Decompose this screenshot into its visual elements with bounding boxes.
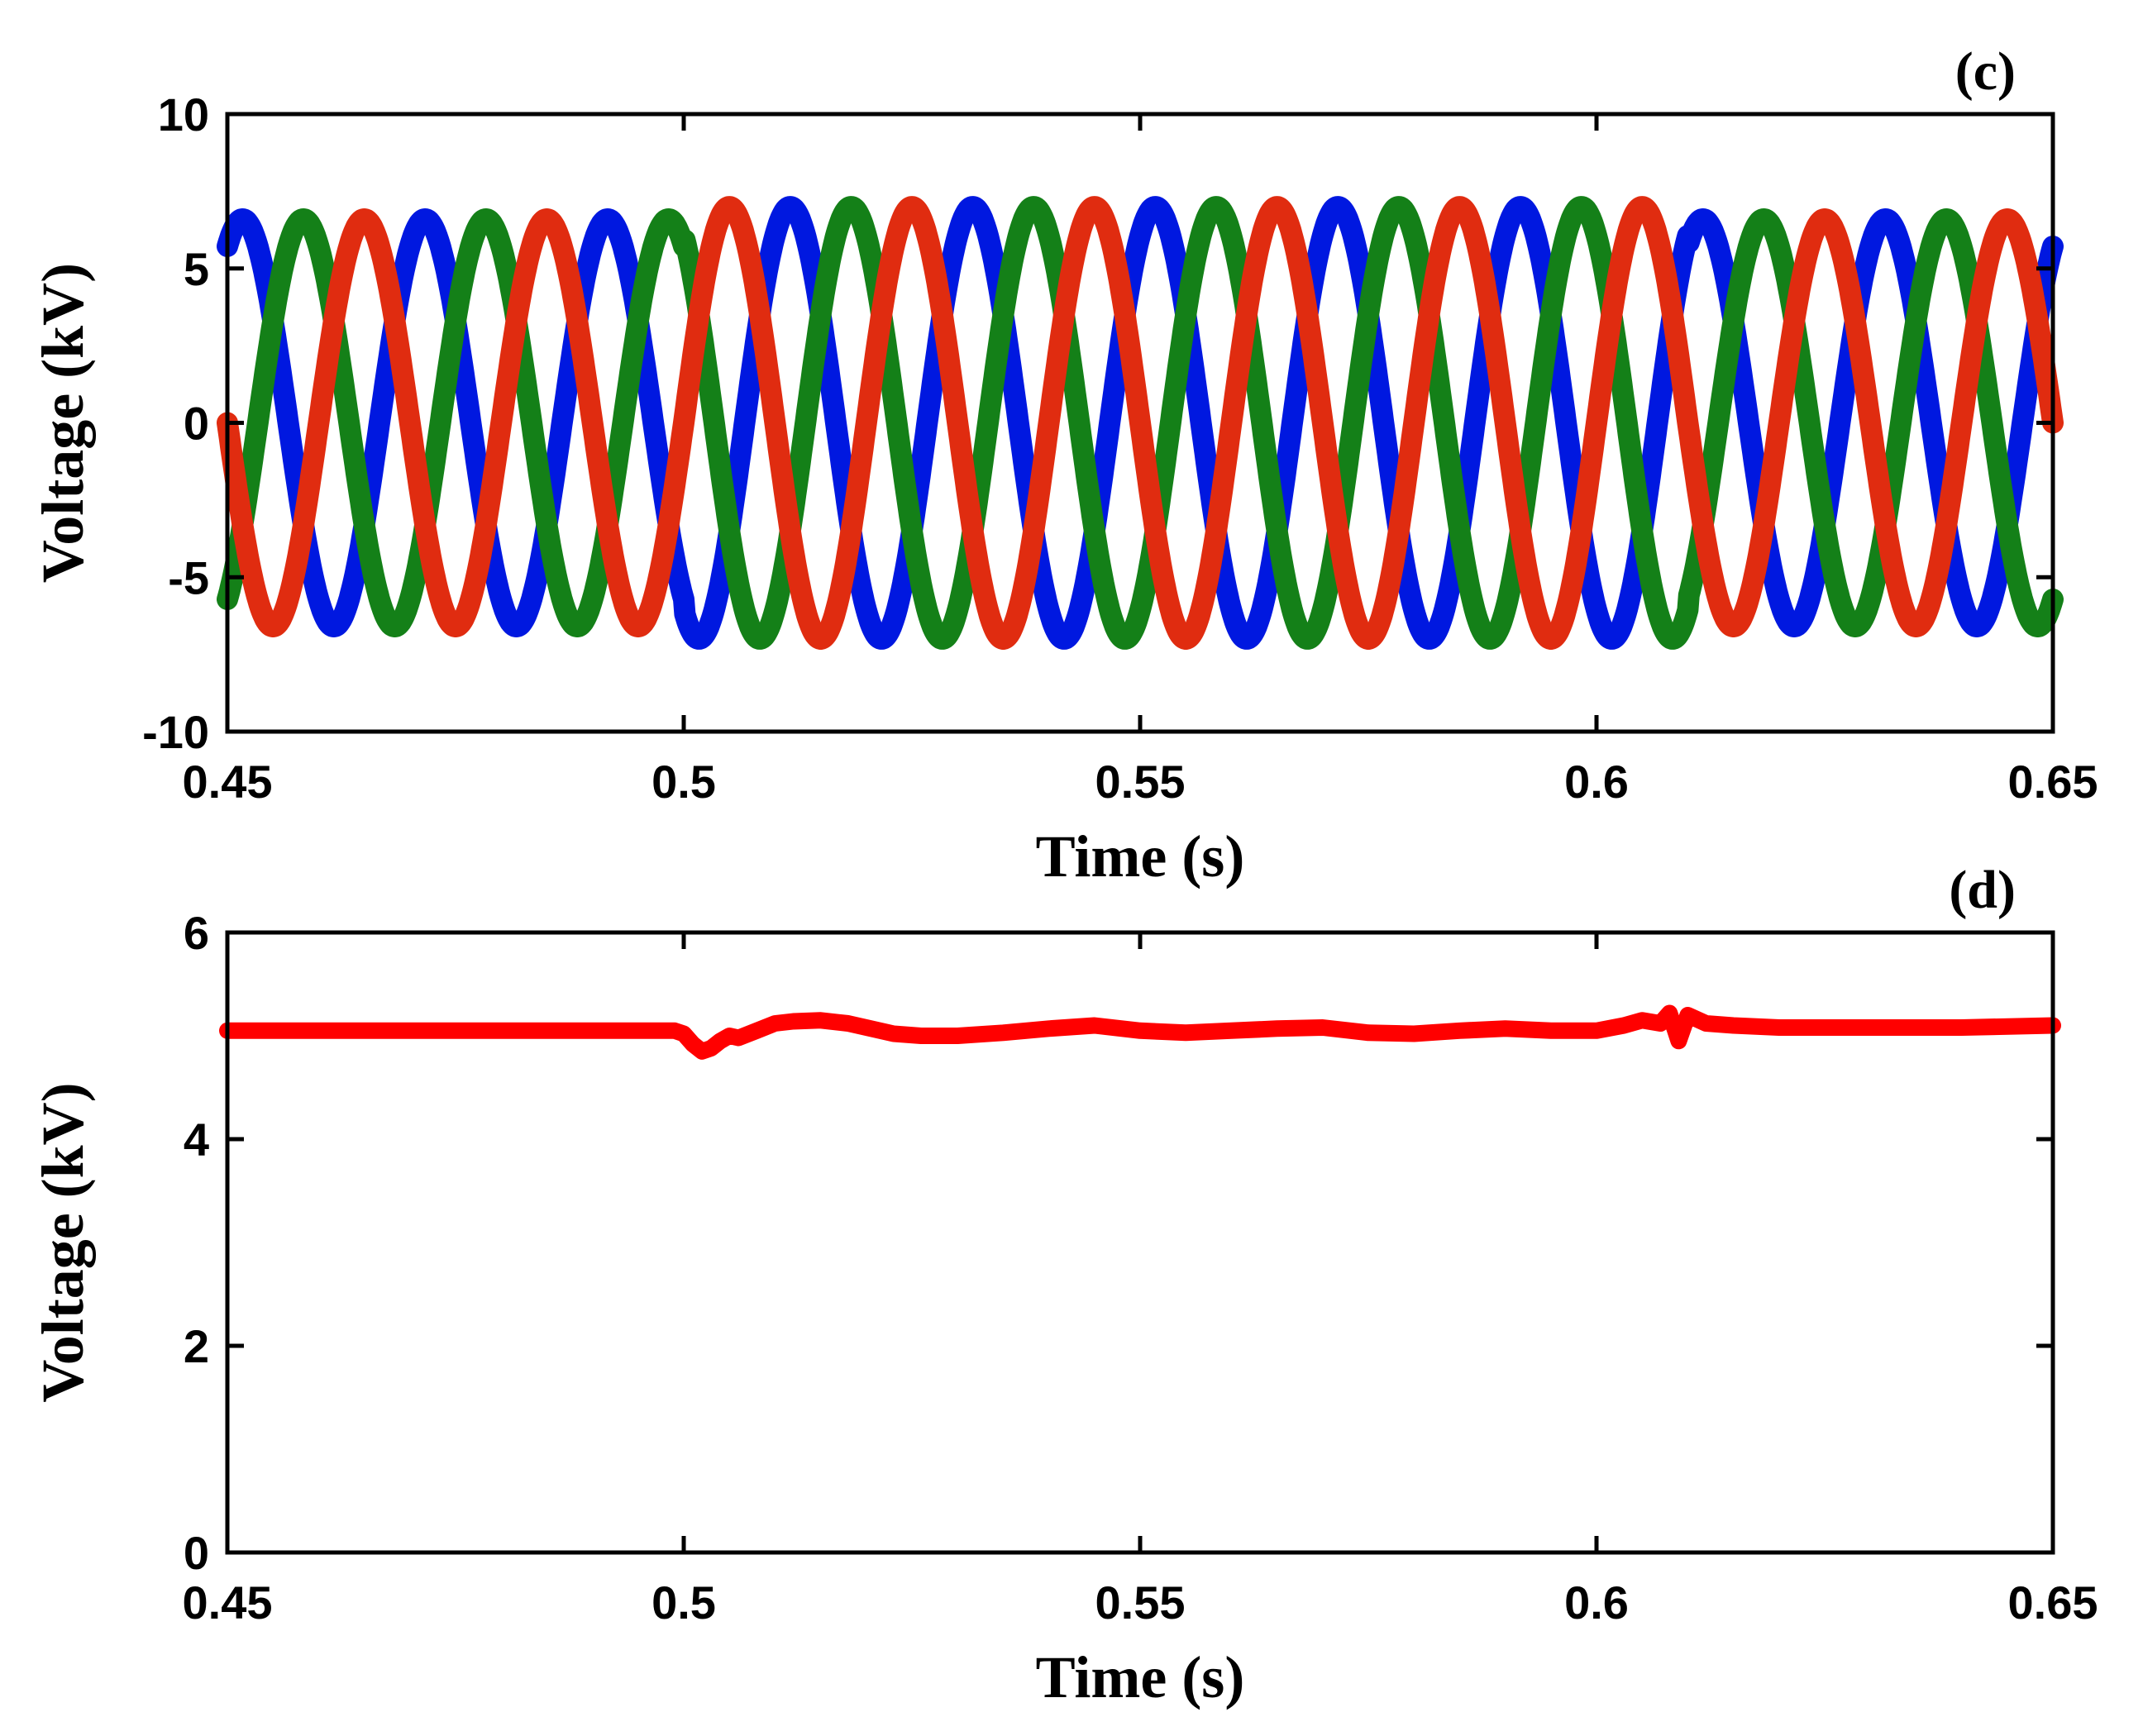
panel-c-series-2-line (217, 196, 2064, 650)
panel-c-y-tick-label: -5 (168, 551, 209, 603)
panel-c-traces (217, 196, 2064, 650)
panel-c-y-tick-label: 5 (184, 243, 209, 295)
panel-c-x-axis-title: Time (s) (1036, 823, 1245, 889)
panel-d-x-tick-label: 0.65 (2008, 1576, 2098, 1629)
panel-d-x-tick-label: 0.5 (651, 1576, 716, 1629)
panel-d-y-axis-title: Voltage (kV) (30, 1082, 96, 1402)
panel-d-x-tick-label: 0.45 (183, 1576, 273, 1629)
panel-d-ticks: 0.45 0.5 0.55 0.6 0.65 0 2 4 6 (183, 907, 2098, 1629)
panel-d-label: (d) (1949, 860, 2016, 920)
panel-d-y-tick-label: 0 (184, 1527, 209, 1579)
panel-d-x-tick-label: 0.6 (1564, 1576, 1629, 1629)
panel-d-x-tick-label: 0.55 (1095, 1576, 1186, 1629)
panel-c-ticks: 0.45 0.5 0.55 0.6 0.65 -10 -5 0 5 10 (142, 88, 2098, 808)
panel-c-x-tick-label: 0.6 (1564, 756, 1629, 808)
panel-d-y-tick-label: 6 (184, 907, 209, 959)
panel-c-y-axis-title: Voltage (kV) (30, 263, 96, 583)
panel-c: 0.45 0.5 0.55 0.6 0.65 -10 -5 0 5 10 Time (s) Vol… (30, 41, 2098, 889)
panel-c-y-tick-label: 0 (184, 398, 209, 450)
panel-d-x-axis-title: Time (s) (1036, 1644, 1245, 1710)
panel-c-x-tick-label: 0.45 (183, 756, 273, 808)
panel-c-x-tick-label: 0.65 (2008, 756, 2098, 808)
panel-c-series-3-line (217, 196, 2064, 650)
panel-c-y-tick-label: -10 (142, 706, 209, 758)
panel-d-y-tick-label: 4 (184, 1114, 209, 1166)
panel-d-traces (219, 1004, 2061, 1060)
panel-d-series-1-line (219, 1004, 2061, 1060)
panel-c-series-1-line (217, 196, 2064, 650)
panel-d-y-tick-label: 2 (184, 1320, 209, 1372)
panel-d: 0.45 0.5 0.55 0.6 0.65 0 2 4 6 Time (s) Voltage … (30, 860, 2098, 1710)
panel-c-x-tick-label: 0.55 (1095, 756, 1186, 808)
panel-c-x-tick-label: 0.5 (651, 756, 716, 808)
panel-c-y-tick-label: 10 (158, 88, 209, 141)
panel-c-label: (c) (1955, 41, 2016, 102)
